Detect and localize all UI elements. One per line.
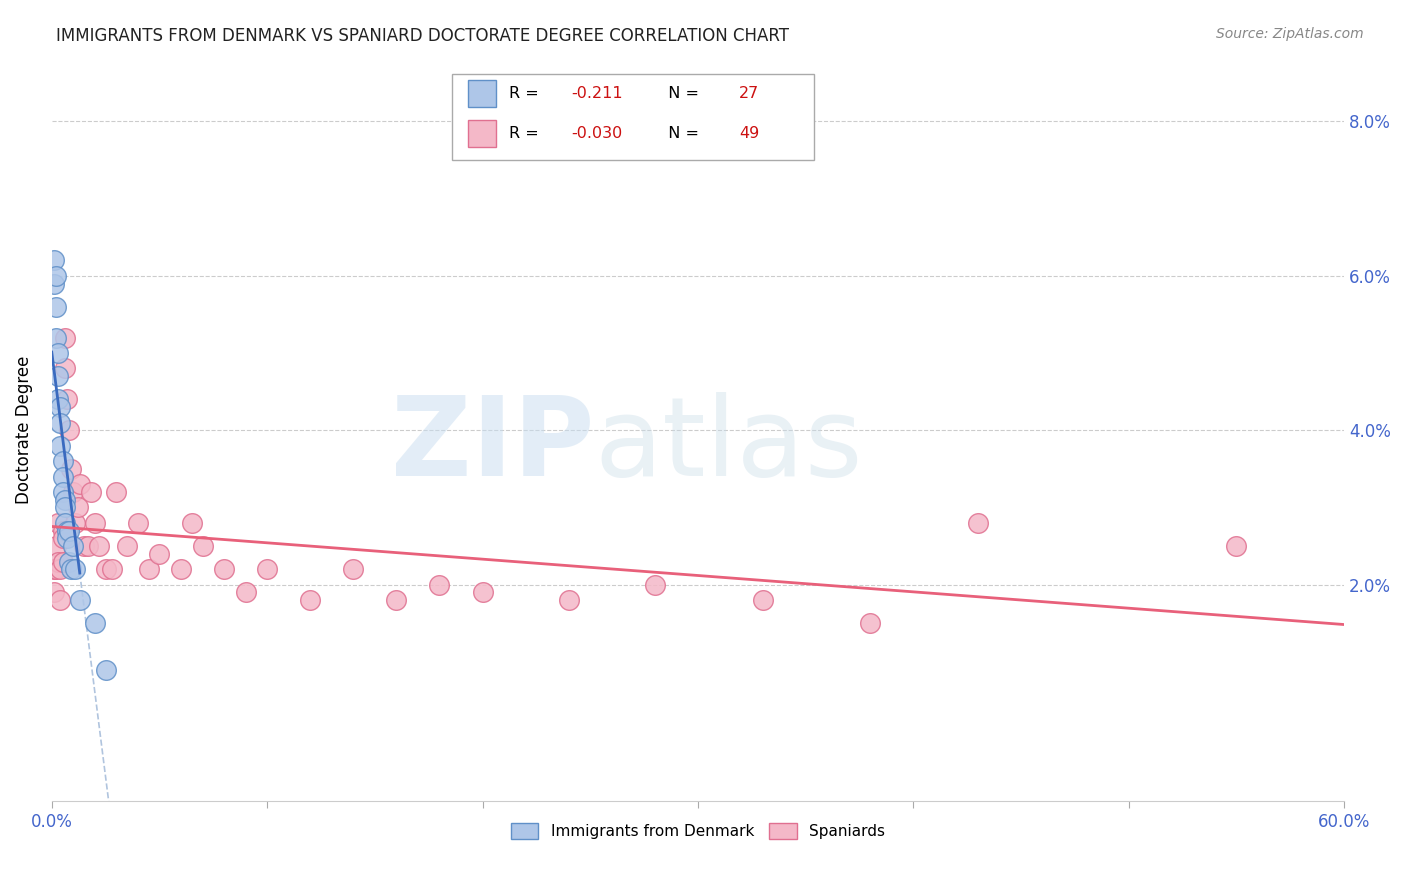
Point <box>56 532 79 546</box>
Point <box>53 516 76 530</box>
Y-axis label: Doctorate Degree: Doctorate Degree <box>15 356 32 505</box>
Point <box>138 562 160 576</box>
Text: 27: 27 <box>740 86 759 101</box>
Point <box>62 485 84 500</box>
Text: N =: N = <box>658 86 704 101</box>
Point <box>51 469 73 483</box>
Point <box>385 593 408 607</box>
Point <box>58 423 80 437</box>
Point <box>58 524 80 538</box>
Point <box>51 532 73 546</box>
Point <box>49 416 72 430</box>
Point <box>105 485 128 500</box>
Point <box>45 330 67 344</box>
Point <box>49 593 72 607</box>
Point <box>83 516 105 530</box>
Text: N =: N = <box>658 126 704 141</box>
Point <box>53 330 76 344</box>
Point <box>45 562 67 576</box>
Point <box>115 539 138 553</box>
Point <box>49 439 72 453</box>
Point <box>101 562 124 576</box>
Point <box>56 524 79 538</box>
Text: R =: R = <box>509 86 544 101</box>
Point <box>53 361 76 376</box>
Text: -0.211: -0.211 <box>571 86 623 101</box>
Text: R =: R = <box>509 126 544 141</box>
Point <box>191 539 214 553</box>
Point <box>94 663 117 677</box>
Point <box>56 392 79 407</box>
Text: Source: ZipAtlas.com: Source: ZipAtlas.com <box>1216 27 1364 41</box>
Point <box>235 585 257 599</box>
Point <box>60 462 83 476</box>
Point <box>79 485 101 500</box>
Point <box>94 562 117 576</box>
Point <box>148 547 170 561</box>
Text: 49: 49 <box>740 126 759 141</box>
Point <box>53 500 76 515</box>
Point <box>256 562 278 576</box>
Point <box>429 577 451 591</box>
FancyBboxPatch shape <box>468 120 496 147</box>
Point <box>644 577 666 591</box>
Point <box>46 346 69 360</box>
Point <box>127 516 149 530</box>
Text: IMMIGRANTS FROM DENMARK VS SPANIARD DOCTORATE DEGREE CORRELATION CHART: IMMIGRANTS FROM DENMARK VS SPANIARD DOCT… <box>56 27 789 45</box>
Point <box>49 562 72 576</box>
Point <box>62 539 84 553</box>
Point <box>170 562 193 576</box>
Point <box>180 516 202 530</box>
Point <box>69 477 91 491</box>
Point <box>1225 539 1247 553</box>
Point <box>299 593 322 607</box>
Point <box>859 616 882 631</box>
Point <box>471 585 494 599</box>
Point <box>65 516 87 530</box>
Point <box>73 539 96 553</box>
Legend: Immigrants from Denmark, Spaniards: Immigrants from Denmark, Spaniards <box>505 817 891 845</box>
Point <box>45 300 67 314</box>
Point <box>751 593 773 607</box>
Point <box>51 524 73 538</box>
Point <box>342 562 364 576</box>
Point <box>46 516 69 530</box>
Point <box>557 593 579 607</box>
Point <box>51 554 73 568</box>
Text: -0.030: -0.030 <box>571 126 623 141</box>
Point <box>46 554 69 568</box>
Point <box>51 454 73 468</box>
Point <box>46 392 69 407</box>
Point <box>46 369 69 384</box>
Point <box>49 400 72 414</box>
FancyBboxPatch shape <box>453 74 814 160</box>
Point <box>45 268 67 283</box>
Point <box>51 485 73 500</box>
Point <box>69 593 91 607</box>
Point <box>58 554 80 568</box>
Point <box>42 585 65 599</box>
Point <box>77 539 100 553</box>
Point <box>60 562 83 576</box>
Text: ZIP: ZIP <box>391 392 595 499</box>
Point <box>42 562 65 576</box>
Point <box>66 500 89 515</box>
Point <box>89 539 111 553</box>
Point <box>45 539 67 553</box>
Point <box>65 562 87 576</box>
Text: atlas: atlas <box>595 392 863 499</box>
Point <box>83 616 105 631</box>
Point <box>967 516 990 530</box>
FancyBboxPatch shape <box>468 80 496 107</box>
Point <box>42 277 65 291</box>
Point <box>42 253 65 268</box>
Point <box>212 562 235 576</box>
Point <box>53 492 76 507</box>
